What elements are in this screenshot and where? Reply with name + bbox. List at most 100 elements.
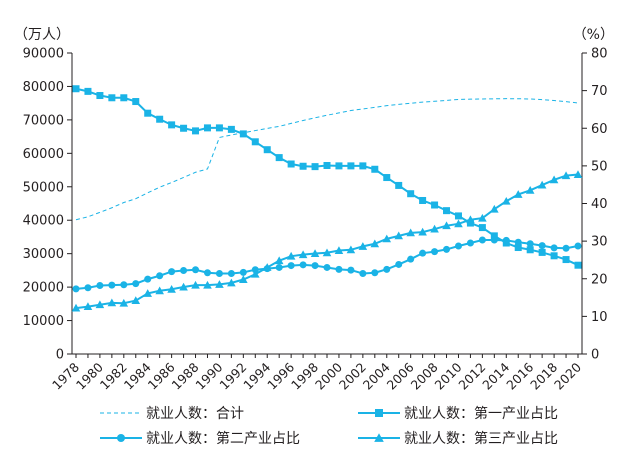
series-point-secondary-share <box>132 280 140 288</box>
series-point-secondary-share <box>466 239 474 247</box>
right-tick-label: 10 <box>591 310 608 325</box>
series-point-secondary-share <box>180 266 188 274</box>
series-point-tertiary-share <box>358 242 368 250</box>
series-point-tertiary-share <box>95 300 105 309</box>
left-tick-label: 0 <box>56 348 64 363</box>
x-tick-label: 2012 <box>455 360 488 393</box>
left-tick-label: 50000 <box>23 180 64 195</box>
series-point-tertiary-share <box>334 246 344 254</box>
series-point-primary-share <box>335 162 343 170</box>
series-point-primary-share <box>347 162 355 170</box>
series-point-primary-share <box>359 162 367 170</box>
series-point-secondary-share <box>407 255 415 263</box>
series-point-tertiary-share <box>203 280 212 289</box>
series-point-tertiary-share <box>191 280 200 289</box>
series-point-tertiary-share <box>418 227 427 236</box>
series-point-secondary-share <box>383 265 391 273</box>
series-point-primary-share <box>72 85 80 93</box>
series-total <box>75 98 579 221</box>
series-point-secondary-share <box>192 266 200 274</box>
series-point-secondary-share <box>227 269 235 277</box>
series-point-tertiary-share <box>250 269 260 278</box>
series-point-primary-share <box>132 98 140 106</box>
series-point-primary-share <box>526 246 534 254</box>
series-point-primary-share <box>168 121 176 129</box>
series-point-secondary-share <box>538 242 546 250</box>
series-point-secondary-share <box>443 245 451 253</box>
series-point-primary-share <box>407 190 415 198</box>
series-point-primary-share <box>108 94 116 102</box>
series-point-primary-share <box>419 196 427 204</box>
series-point-primary-share <box>371 165 379 173</box>
series-point-secondary-share <box>502 236 510 244</box>
series-point-tertiary-share <box>83 302 93 311</box>
series-point-primary-share <box>156 115 164 123</box>
series-point-secondary-share <box>108 281 116 289</box>
series-point-tertiary-share <box>406 228 415 237</box>
series-tertiary-share <box>71 170 583 312</box>
series-point-secondary-share <box>419 249 427 257</box>
series-point-tertiary-share <box>179 282 188 291</box>
legend-item-primary-share: 就业人数：第一产业占比 <box>358 405 558 422</box>
series-point-secondary-share <box>371 269 379 277</box>
series-point-primary-share <box>514 244 522 252</box>
legend-item-tertiary-share: 就业人数：第三产业占比 <box>358 430 558 447</box>
series-point-secondary-share <box>168 268 176 276</box>
series-point-primary-share <box>550 252 558 260</box>
series-point-secondary-share <box>562 244 570 252</box>
left-tick-label: 30000 <box>23 247 64 262</box>
series-point-secondary-share <box>215 269 223 277</box>
series-point-primary-share <box>323 161 331 169</box>
left-tick-label: 10000 <box>23 314 64 329</box>
left-tick-label: 90000 <box>23 47 64 62</box>
series-point-primary-share <box>454 212 462 220</box>
right-tick-label: 40 <box>591 197 608 212</box>
series-line-primary-share <box>75 87 579 267</box>
left-axis: 0 10000 20000 30000 40000 50000 60000 70000 8000… <box>23 47 72 363</box>
series-point-secondary-share <box>120 281 128 289</box>
series-point-secondary-share <box>144 275 152 283</box>
series-line-total <box>75 98 579 221</box>
legend-label-secondary-share: 就业人数：第二产业占比 <box>146 430 300 447</box>
series-point-tertiary-share <box>478 213 487 222</box>
right-tick-label: 50 <box>591 159 608 174</box>
legend-label-tertiary-share: 就业人数：第三产业占比 <box>404 430 558 447</box>
right-axis: 0 10 20 30 40 50 60 70 80 <box>582 47 608 363</box>
series-point-primary-share <box>120 94 128 102</box>
series-point-primary-share <box>431 201 439 209</box>
series-point-tertiary-share <box>310 249 320 257</box>
series-point-secondary-share <box>96 282 104 290</box>
series-point-primary-share <box>263 146 271 154</box>
right-tick-label: 0 <box>591 348 599 363</box>
series-point-primary-share <box>275 154 283 162</box>
left-tick-label: 20000 <box>23 281 64 296</box>
right-tick-label: 30 <box>591 235 608 250</box>
series-point-secondary-share <box>287 262 295 270</box>
series-point-primary-share <box>227 125 235 133</box>
legend-label-total: 就业人数：合计 <box>146 406 244 422</box>
series-point-primary-share <box>395 181 403 189</box>
series-point-tertiary-share <box>286 251 296 260</box>
series-point-primary-share <box>251 138 259 146</box>
series-point-primary-share <box>574 261 582 269</box>
series-point-secondary-share <box>514 238 522 246</box>
right-tick-label: 80 <box>591 47 608 62</box>
series-point-tertiary-share <box>239 275 248 283</box>
series-point-secondary-share <box>347 266 355 274</box>
series-point-primary-share <box>96 92 104 100</box>
series-point-secondary-share <box>454 242 462 250</box>
series-point-secondary-share <box>359 269 367 277</box>
series-point-secondary-share <box>156 272 164 280</box>
right-tick-label: 70 <box>591 84 608 99</box>
series-point-tertiary-share <box>167 284 176 293</box>
legend-marker-secondary-share <box>117 434 125 442</box>
series-point-tertiary-share <box>513 190 523 198</box>
series-point-tertiary-share <box>215 280 224 288</box>
series-point-tertiary-share <box>430 224 439 233</box>
series-point-tertiary-share <box>346 245 356 254</box>
series-point-tertiary-share <box>442 221 451 230</box>
series-point-secondary-share <box>574 242 582 250</box>
series-point-tertiary-share <box>466 215 475 224</box>
right-tick-label: 20 <box>591 272 608 287</box>
series-point-tertiary-share <box>131 296 141 305</box>
